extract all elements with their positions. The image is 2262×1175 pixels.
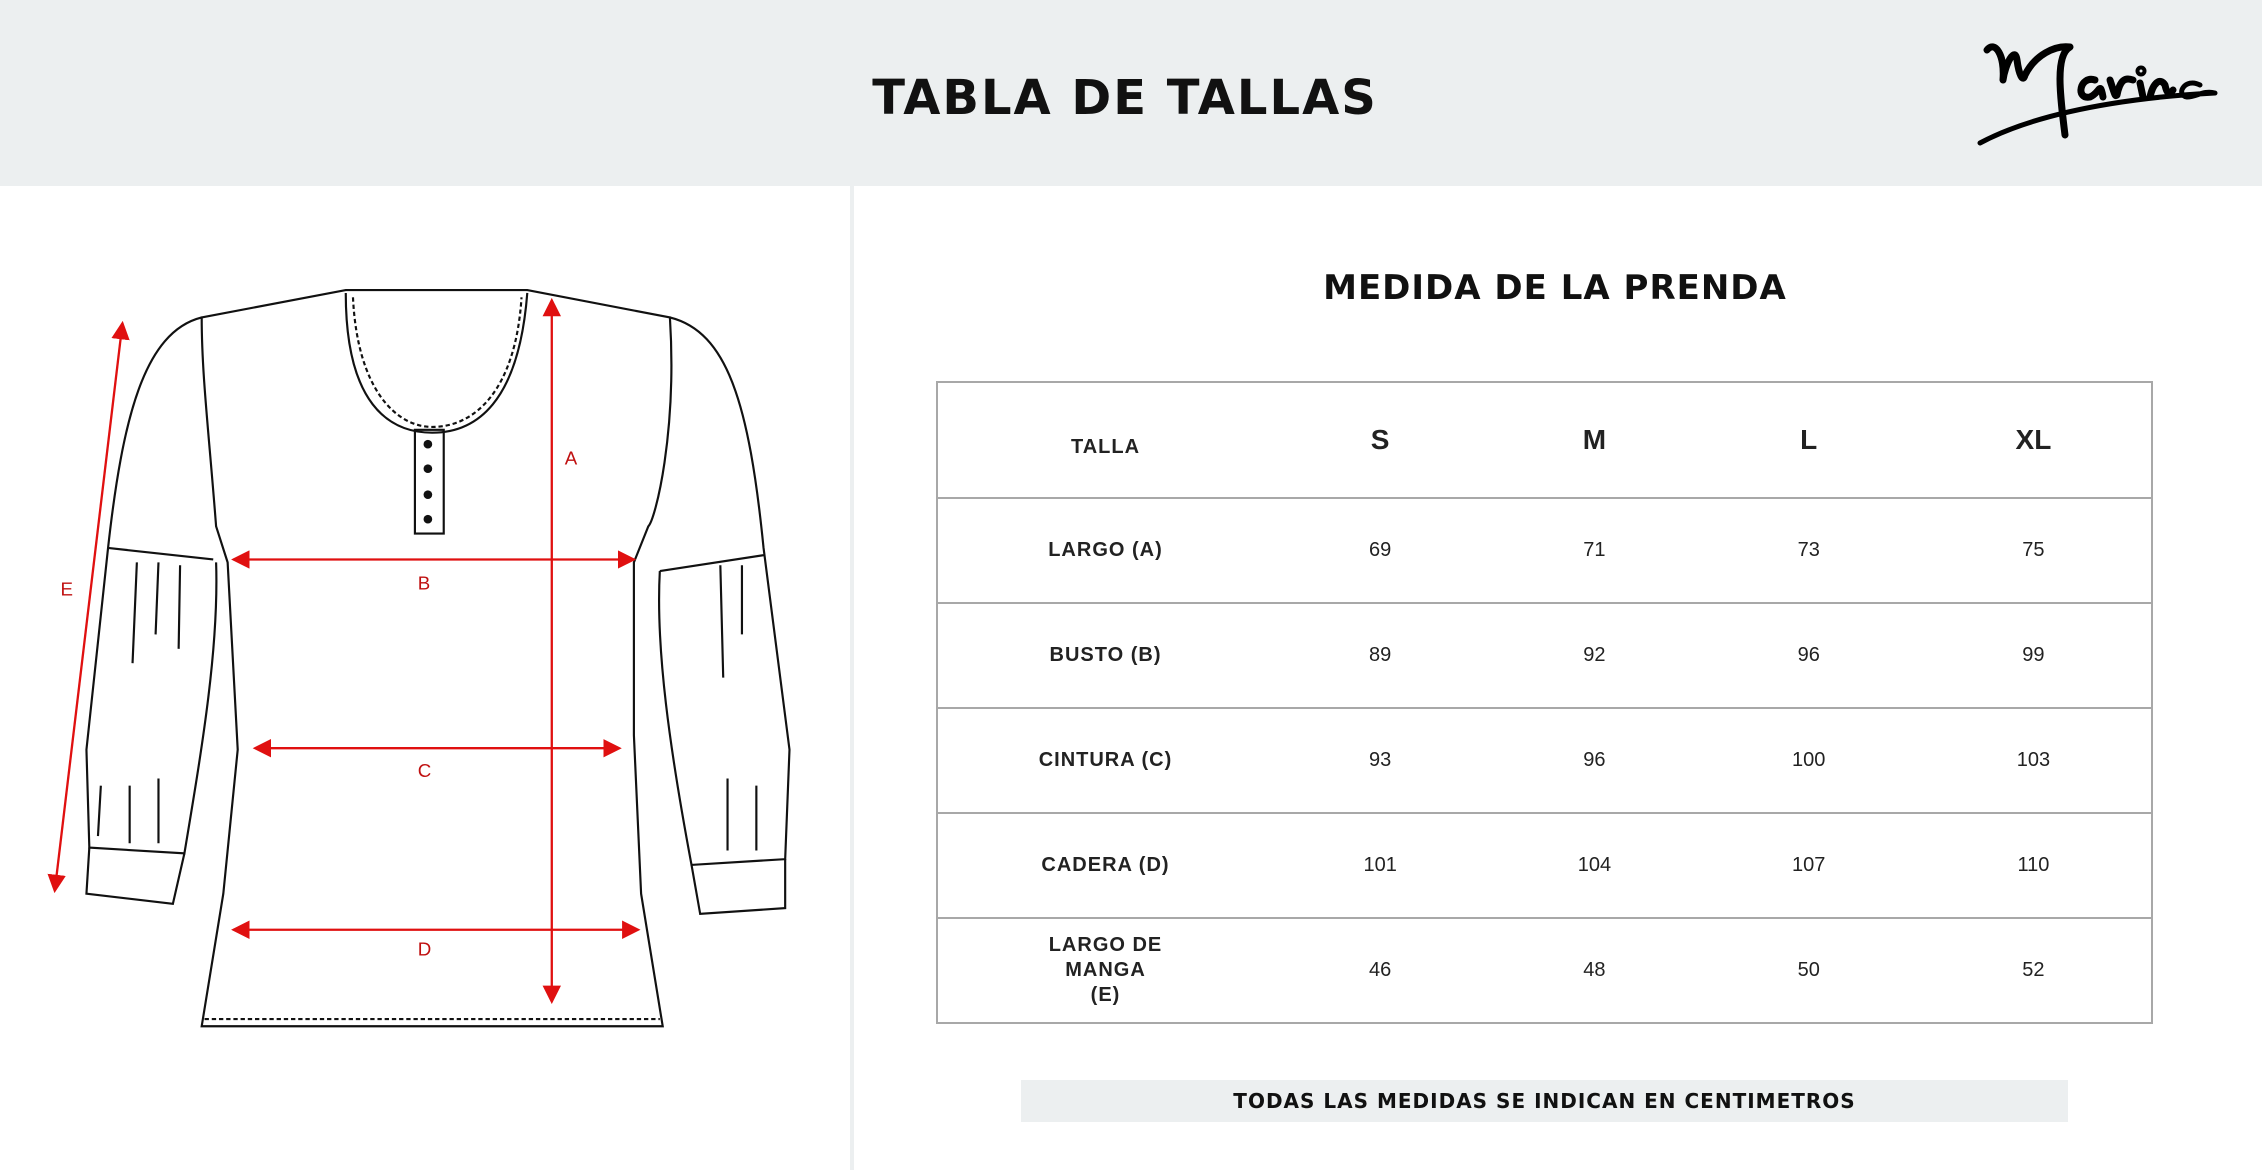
row-label: CINTURA (C) xyxy=(937,707,1273,813)
row-label: CADERA (D) xyxy=(937,812,1273,918)
cell: 93 xyxy=(1273,707,1488,813)
table-title: MEDIDA DE LA PRENDA xyxy=(1323,268,1787,308)
cell: 92 xyxy=(1487,602,1702,708)
table-row: CADERA (D) 101 104 107 110 xyxy=(937,812,2152,918)
cell: 104 xyxy=(1487,812,1702,918)
size-m: M xyxy=(1582,424,1607,455)
panel-divider xyxy=(850,186,854,1170)
garment-diagram: A B C D E xyxy=(47,288,791,1028)
cell: 71 xyxy=(1487,497,1702,603)
cell: 103 xyxy=(1915,707,2152,813)
row-label: BUSTO (B) xyxy=(937,602,1273,708)
size-l: L xyxy=(1800,424,1818,455)
label-b: B xyxy=(418,573,431,594)
cell: 89 xyxy=(1273,602,1488,708)
size-xl: XL xyxy=(2015,424,2052,455)
label-e: E xyxy=(61,579,73,600)
row-label: LARGO DE MANGA (E) xyxy=(937,917,1273,1023)
cell: 46 xyxy=(1273,917,1488,1023)
cell: 101 xyxy=(1273,812,1488,918)
row-label: LARGO (A) xyxy=(937,497,1273,603)
table-row: LARGO (A) 69 71 73 75 xyxy=(937,497,2152,603)
cell: 50 xyxy=(1701,917,1916,1023)
marina-logo xyxy=(1977,43,2218,146)
label-d: D xyxy=(418,939,432,960)
label-c: C xyxy=(418,760,432,781)
cell: 75 xyxy=(1915,497,2152,603)
cell: 69 xyxy=(1273,497,1488,603)
cell: 99 xyxy=(1915,602,2152,708)
cell: 110 xyxy=(1915,812,2152,918)
label-a: A xyxy=(565,447,578,468)
cell: 96 xyxy=(1487,707,1702,813)
table-row: CINTURA (C) 93 96 100 103 xyxy=(937,707,2152,813)
header-band: TABLA DE TALLAS xyxy=(0,0,2262,186)
header-label: TALLA xyxy=(1070,435,1141,458)
cell: 100 xyxy=(1701,707,1916,813)
size-s: S xyxy=(1370,424,1390,455)
table-row: BUSTO (B) 89 92 96 99 xyxy=(937,602,2152,708)
table-header-row: TALLA S M L XL xyxy=(937,382,2152,498)
cell: 48 xyxy=(1487,917,1702,1023)
page-title: TABLA DE TALLAS xyxy=(872,70,1378,126)
size-table: TALLA S M L XL LARGO (A) 69 71 73 75 BUSTO (… xyxy=(936,381,2153,1024)
table-row: LARGO DE MANGA (E) 46 48 50 52 xyxy=(937,917,2152,1023)
cell: 96 xyxy=(1701,602,1916,708)
units-note: TODAS LAS MEDIDAS SE INDICAN EN CENTIMET… xyxy=(1021,1080,2068,1122)
cell: 52 xyxy=(1915,917,2152,1023)
cell: 73 xyxy=(1701,497,1916,603)
garment-outline xyxy=(85,288,791,1028)
cell: 107 xyxy=(1701,812,1916,918)
arrow-e xyxy=(47,320,130,894)
